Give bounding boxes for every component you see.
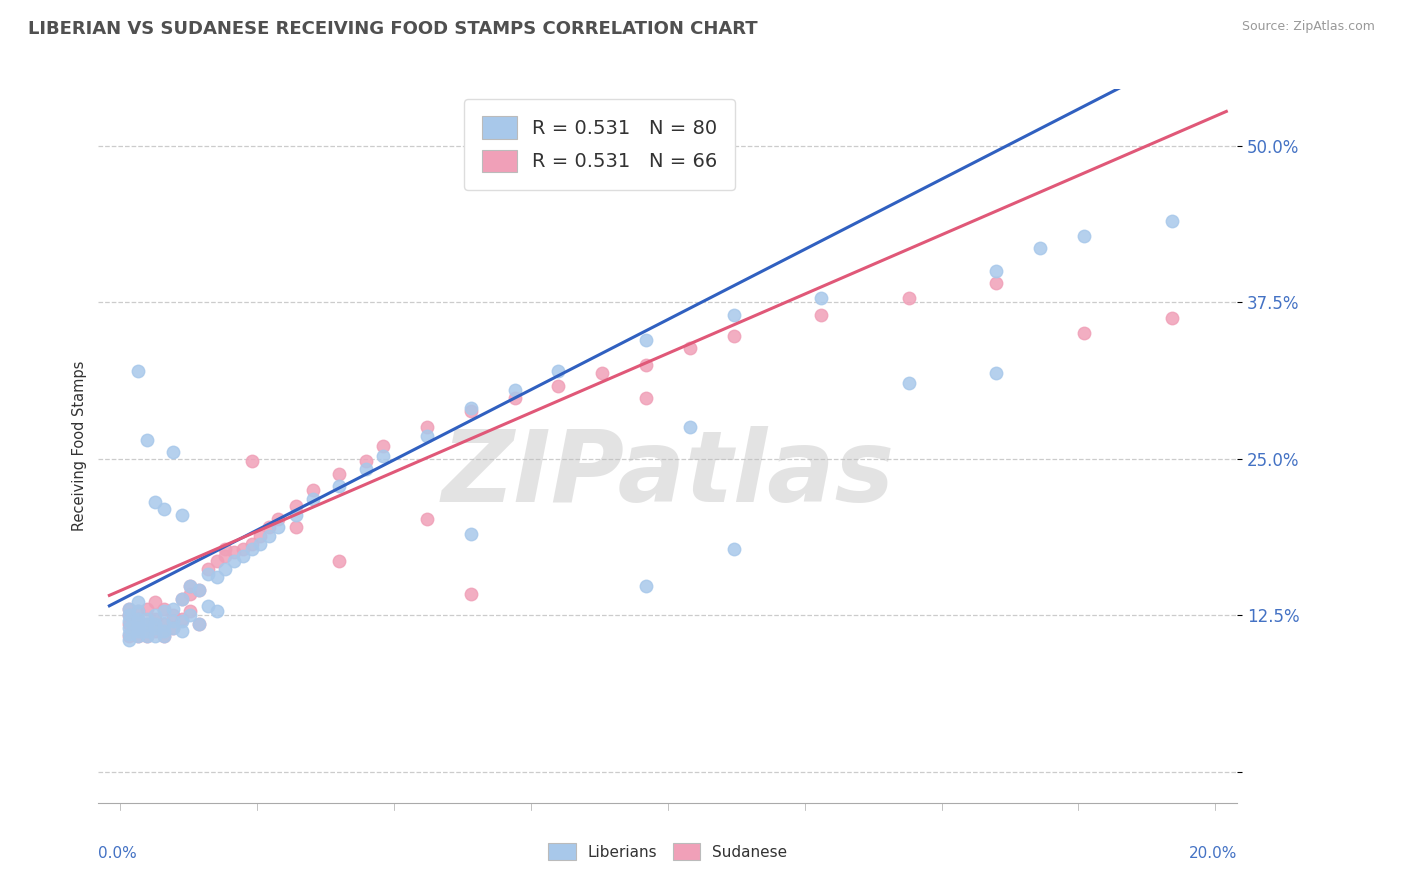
Text: 20.0%: 20.0% (1189, 846, 1237, 861)
Text: 0.0%: 0.0% (98, 846, 138, 861)
Text: LIBERIAN VS SUDANESE RECEIVING FOOD STAMPS CORRELATION CHART: LIBERIAN VS SUDANESE RECEIVING FOOD STAM… (28, 20, 758, 37)
Text: Source: ZipAtlas.com: Source: ZipAtlas.com (1241, 20, 1375, 33)
Text: ZIPatlas: ZIPatlas (441, 426, 894, 523)
Y-axis label: Receiving Food Stamps: Receiving Food Stamps (72, 360, 87, 532)
Legend: Liberians, Sudanese: Liberians, Sudanese (541, 837, 794, 866)
